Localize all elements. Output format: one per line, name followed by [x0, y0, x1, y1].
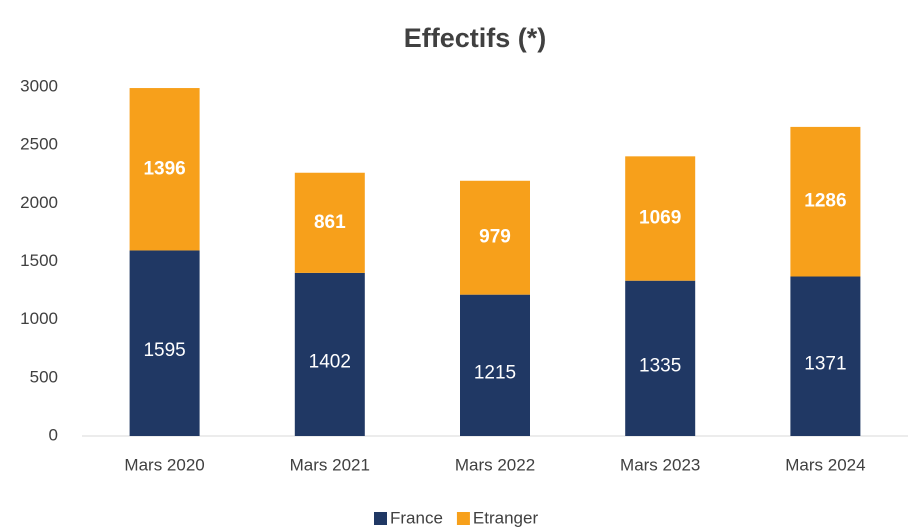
y-tick-label: 2500: [20, 135, 58, 154]
bar-segment: [790, 276, 861, 436]
chart-title: Effectifs (*): [404, 23, 547, 53]
legend-swatch: [374, 512, 387, 525]
x-tick-label: Mars 2024: [785, 455, 865, 474]
bar-segment: [460, 180, 530, 295]
x-tick-label: Mars 2023: [620, 455, 700, 474]
data-label: 1595: [143, 340, 185, 361]
legend-swatch: [456, 512, 470, 525]
data-label: 1215: [474, 362, 516, 383]
bar-segment: [129, 250, 200, 436]
data-label: 861: [314, 212, 346, 233]
bar-segment: [790, 126, 861, 277]
data-label: 979: [479, 227, 511, 248]
bar-segment: [625, 280, 696, 436]
data-label: 1069: [639, 208, 681, 229]
data-label: 1402: [309, 351, 351, 372]
data-label: 1335: [639, 355, 681, 376]
x-tick-label: Mars 2021: [290, 455, 370, 474]
x-tick-label: Mars 2022: [455, 455, 535, 474]
bar-segment: [294, 172, 365, 273]
bar-segment: [294, 272, 365, 436]
legend-label: Etranger: [473, 508, 539, 527]
y-tick-label: 0: [49, 425, 58, 444]
y-tick-label: 3000: [20, 76, 58, 95]
legend-label: France: [390, 508, 443, 527]
data-label: 1396: [143, 158, 185, 179]
data-label: 1371: [804, 353, 846, 374]
bar-segment: [460, 294, 530, 436]
data-label: 1286: [804, 191, 846, 212]
y-tick-label: 500: [30, 367, 58, 386]
bar-segment: [625, 156, 696, 281]
bar-segment: [129, 88, 200, 251]
y-tick-label: 2000: [20, 193, 58, 212]
x-tick-label: Mars 2020: [124, 455, 204, 474]
y-tick-label: 1500: [20, 251, 58, 270]
y-tick-label: 1000: [20, 309, 58, 328]
